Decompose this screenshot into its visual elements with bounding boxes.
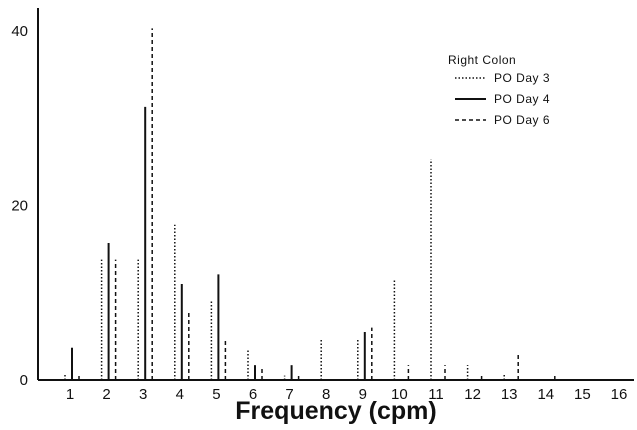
legend-title: Right Colon — [448, 53, 516, 67]
y-tick-label: 20 — [11, 198, 28, 215]
legend-label-po-day-4: PO Day 4 — [494, 92, 550, 106]
x-tick-label: 13 — [501, 386, 518, 403]
x-tick-label: 4 — [176, 386, 184, 403]
x-axis-label: Frequency (cpm) — [235, 397, 436, 425]
x-tick-label: 12 — [464, 386, 481, 403]
x-tick-label: 14 — [537, 386, 554, 403]
y-tick-label: 0 — [20, 372, 28, 389]
x-tick-label: 15 — [574, 386, 591, 403]
x-tick-label: 8 — [322, 386, 330, 403]
legend: Right Colon PO Day 3 PO Day 4 PO Day 6 — [448, 53, 550, 127]
x-tick-label: 3 — [139, 386, 147, 403]
x-tick-label: 2 — [102, 386, 110, 403]
x-tick-label: 6 — [249, 386, 257, 403]
x-tick-label: 5 — [212, 386, 220, 403]
y-tick-labels: 0 20 40 — [11, 23, 28, 389]
legend-label-po-day-3: PO Day 3 — [494, 71, 550, 85]
legend-label-po-day-6: PO Day 6 — [494, 113, 550, 127]
x-tick-label: 7 — [285, 386, 293, 403]
x-tick-labels: 1 2 3 4 5 6 7 8 9 10 11 12 13 14 15 16 — [66, 386, 628, 403]
x-tick-label: 1 — [66, 386, 74, 403]
x-tick-label: 9 — [359, 386, 367, 403]
x-tick-label: 10 — [391, 386, 408, 403]
x-tick-label: 11 — [428, 386, 444, 403]
bar-series — [64, 28, 556, 380]
x-tick-label: 16 — [611, 386, 628, 403]
y-tick-label: 40 — [11, 23, 28, 40]
